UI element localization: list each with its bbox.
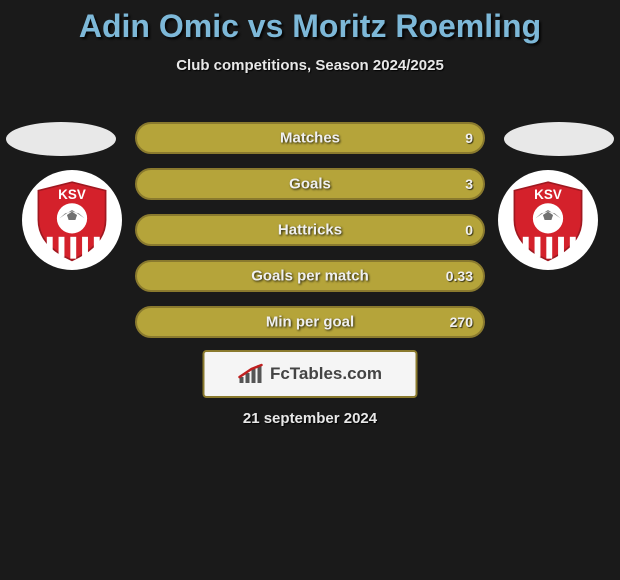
stat-right-value: 9 <box>465 130 473 146</box>
stat-row-goals: Goals 3 <box>135 168 485 200</box>
stat-label: Matches <box>280 130 340 147</box>
svg-text:KSV: KSV <box>534 187 562 202</box>
stat-right-value: 270 <box>450 314 473 330</box>
bar-chart-icon <box>238 363 264 385</box>
infographic-container: Adin Omic vs Moritz Roemling Club compet… <box>0 0 620 580</box>
stat-label: Goals <box>289 176 331 193</box>
svg-text:KSV: KSV <box>58 187 86 202</box>
stats-column: Matches 9 Goals 3 Hattricks 0 Goals per … <box>135 122 485 352</box>
stat-right-value: 0 <box>465 222 473 238</box>
club-badge-right: KSV <box>498 170 598 270</box>
stat-row-goals-per-match: Goals per match 0.33 <box>135 260 485 292</box>
stat-label: Min per goal <box>266 314 354 331</box>
stat-row-hattricks: Hattricks 0 <box>135 214 485 246</box>
stat-right-value: 3 <box>465 176 473 192</box>
ksv-shield-icon: KSV <box>30 178 114 262</box>
subtitle: Club competitions, Season 2024/2025 <box>0 57 620 74</box>
date-text: 21 september 2024 <box>243 410 377 427</box>
stat-row-min-per-goal: Min per goal 270 <box>135 306 485 338</box>
player-placeholder-left <box>6 122 116 156</box>
ksv-shield-icon: KSV <box>506 178 590 262</box>
fctables-attribution[interactable]: FcTables.com <box>203 350 418 398</box>
stat-right-value: 0.33 <box>446 268 473 284</box>
club-badge-left: KSV <box>22 170 122 270</box>
player-placeholder-right <box>504 122 614 156</box>
stat-label: Goals per match <box>251 268 369 285</box>
badge-circle: KSV <box>22 170 122 270</box>
badge-circle: KSV <box>498 170 598 270</box>
page-title: Adin Omic vs Moritz Roemling <box>0 8 620 45</box>
stat-row-matches: Matches 9 <box>135 122 485 154</box>
stat-label: Hattricks <box>278 222 342 239</box>
fctables-label: FcTables.com <box>270 364 382 384</box>
